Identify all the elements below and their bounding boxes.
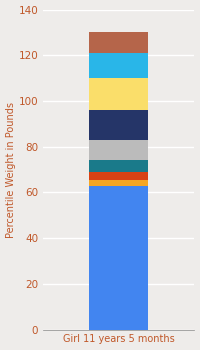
Bar bbox=[89, 180, 148, 186]
Y-axis label: Percentile Weight in Pounds: Percentile Weight in Pounds bbox=[6, 102, 16, 238]
Bar bbox=[89, 172, 148, 180]
Bar bbox=[89, 33, 148, 53]
Bar bbox=[89, 110, 148, 140]
Bar bbox=[89, 53, 148, 78]
Bar bbox=[89, 140, 148, 160]
Bar bbox=[89, 160, 148, 172]
Bar bbox=[89, 186, 148, 330]
Bar bbox=[89, 78, 148, 110]
